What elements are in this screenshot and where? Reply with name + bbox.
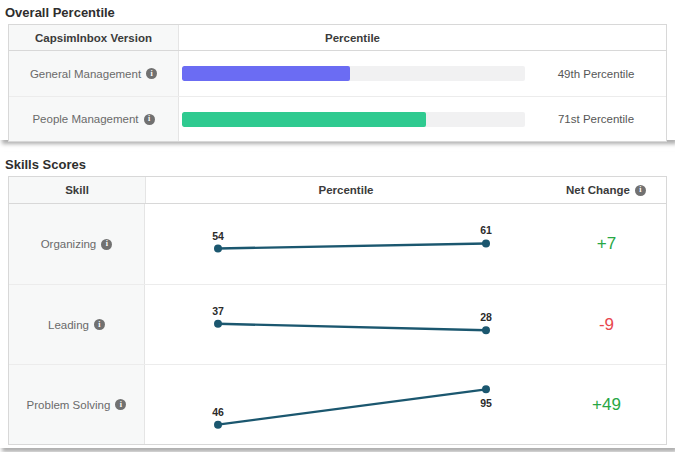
slope-chart-cell: 37 28 [145,285,547,364]
svg-text:37: 37 [212,304,224,316]
svg-text:54: 54 [212,230,224,242]
row-label-cell: Organizing [9,204,145,284]
percentile-value: 49th Percentile [558,68,635,80]
leading-label: Leading [48,319,89,331]
skills-scores-panel: Skills Scores Skill Percentile Net Chang… [0,152,675,448]
slope-chart: 54 61 [145,204,547,284]
skills-scores-title: Skills Scores [4,155,667,176]
table-row-people-management: People Management 71st Percentile [9,96,666,141]
percentile-bar-fill [182,112,426,127]
header-skill: Skill [9,177,146,203]
net-change-value: -9 [599,315,614,335]
overall-percentile-title: Overall Percentile [4,3,667,24]
svg-text:95: 95 [480,397,492,409]
table-row-leading: Leading 37 28 -9 [9,284,666,364]
header-percentile: Percentile [179,25,526,50]
bar-cell [179,97,526,141]
organizing-label: Organizing [41,238,97,250]
skills-header-row: Skill Percentile Net Change [9,177,666,204]
slope-chart-cell: 46 95 [145,365,547,444]
svg-text:28: 28 [480,311,492,323]
skills-scores-table: Skill Percentile Net Change Organizing 5… [8,176,667,445]
net-change-value: +7 [597,234,616,254]
table-row-organizing: Organizing 54 61 +7 [9,204,666,284]
header-spacer [526,25,666,50]
header-net-change: Net Change [546,177,666,203]
net-change-cell: +7 [547,204,666,284]
percentile-value-cell: 49th Percentile [526,51,666,96]
slope-chart-cell: 54 61 [145,204,547,284]
row-label-cell: General Management [9,51,179,96]
general-management-label: General Management [30,68,141,80]
header-capsiminbox-version: CapsimInbox Version [9,25,179,50]
net-change-cell: +49 [547,365,666,444]
info-icon[interactable] [101,239,112,250]
percentile-bar-track [182,66,525,81]
info-icon[interactable] [144,114,155,125]
problem-solving-label: Problem Solving [27,399,111,411]
net-change-label: Net Change [566,184,630,196]
overall-percentile-table: CapsimInbox Version Percentile General M… [8,24,667,142]
row-label-cell: Leading [9,285,145,364]
net-change-cell: -9 [547,285,666,364]
info-icon[interactable] [635,185,646,196]
svg-text:61: 61 [480,224,492,236]
info-icon[interactable] [115,399,126,410]
slope-chart: 46 95 [145,365,547,445]
percentile-bar-fill [182,66,350,81]
slope-chart: 37 28 [145,285,547,365]
table-row-general-management: General Management 49th Percentile [9,51,666,96]
percentile-value: 71st Percentile [558,113,634,125]
table-row-problem-solving: Problem Solving 46 95 +49 [9,364,666,444]
row-label-cell: People Management [9,97,179,141]
row-label-cell: Problem Solving [9,365,145,444]
people-management-label: People Management [32,113,138,125]
info-icon[interactable] [94,319,105,330]
percentile-value-cell: 71st Percentile [526,97,666,141]
bar-cell [179,51,526,96]
overall-percentile-panel: Overall Percentile CapsimInbox Version P… [0,0,675,140]
svg-text:46: 46 [212,405,224,417]
net-change-value: +49 [592,395,621,415]
info-icon[interactable] [146,68,157,79]
percentile-bar-track [182,112,525,127]
header-percentile: Percentile [146,177,546,203]
overall-header-row: CapsimInbox Version Percentile [9,25,666,51]
